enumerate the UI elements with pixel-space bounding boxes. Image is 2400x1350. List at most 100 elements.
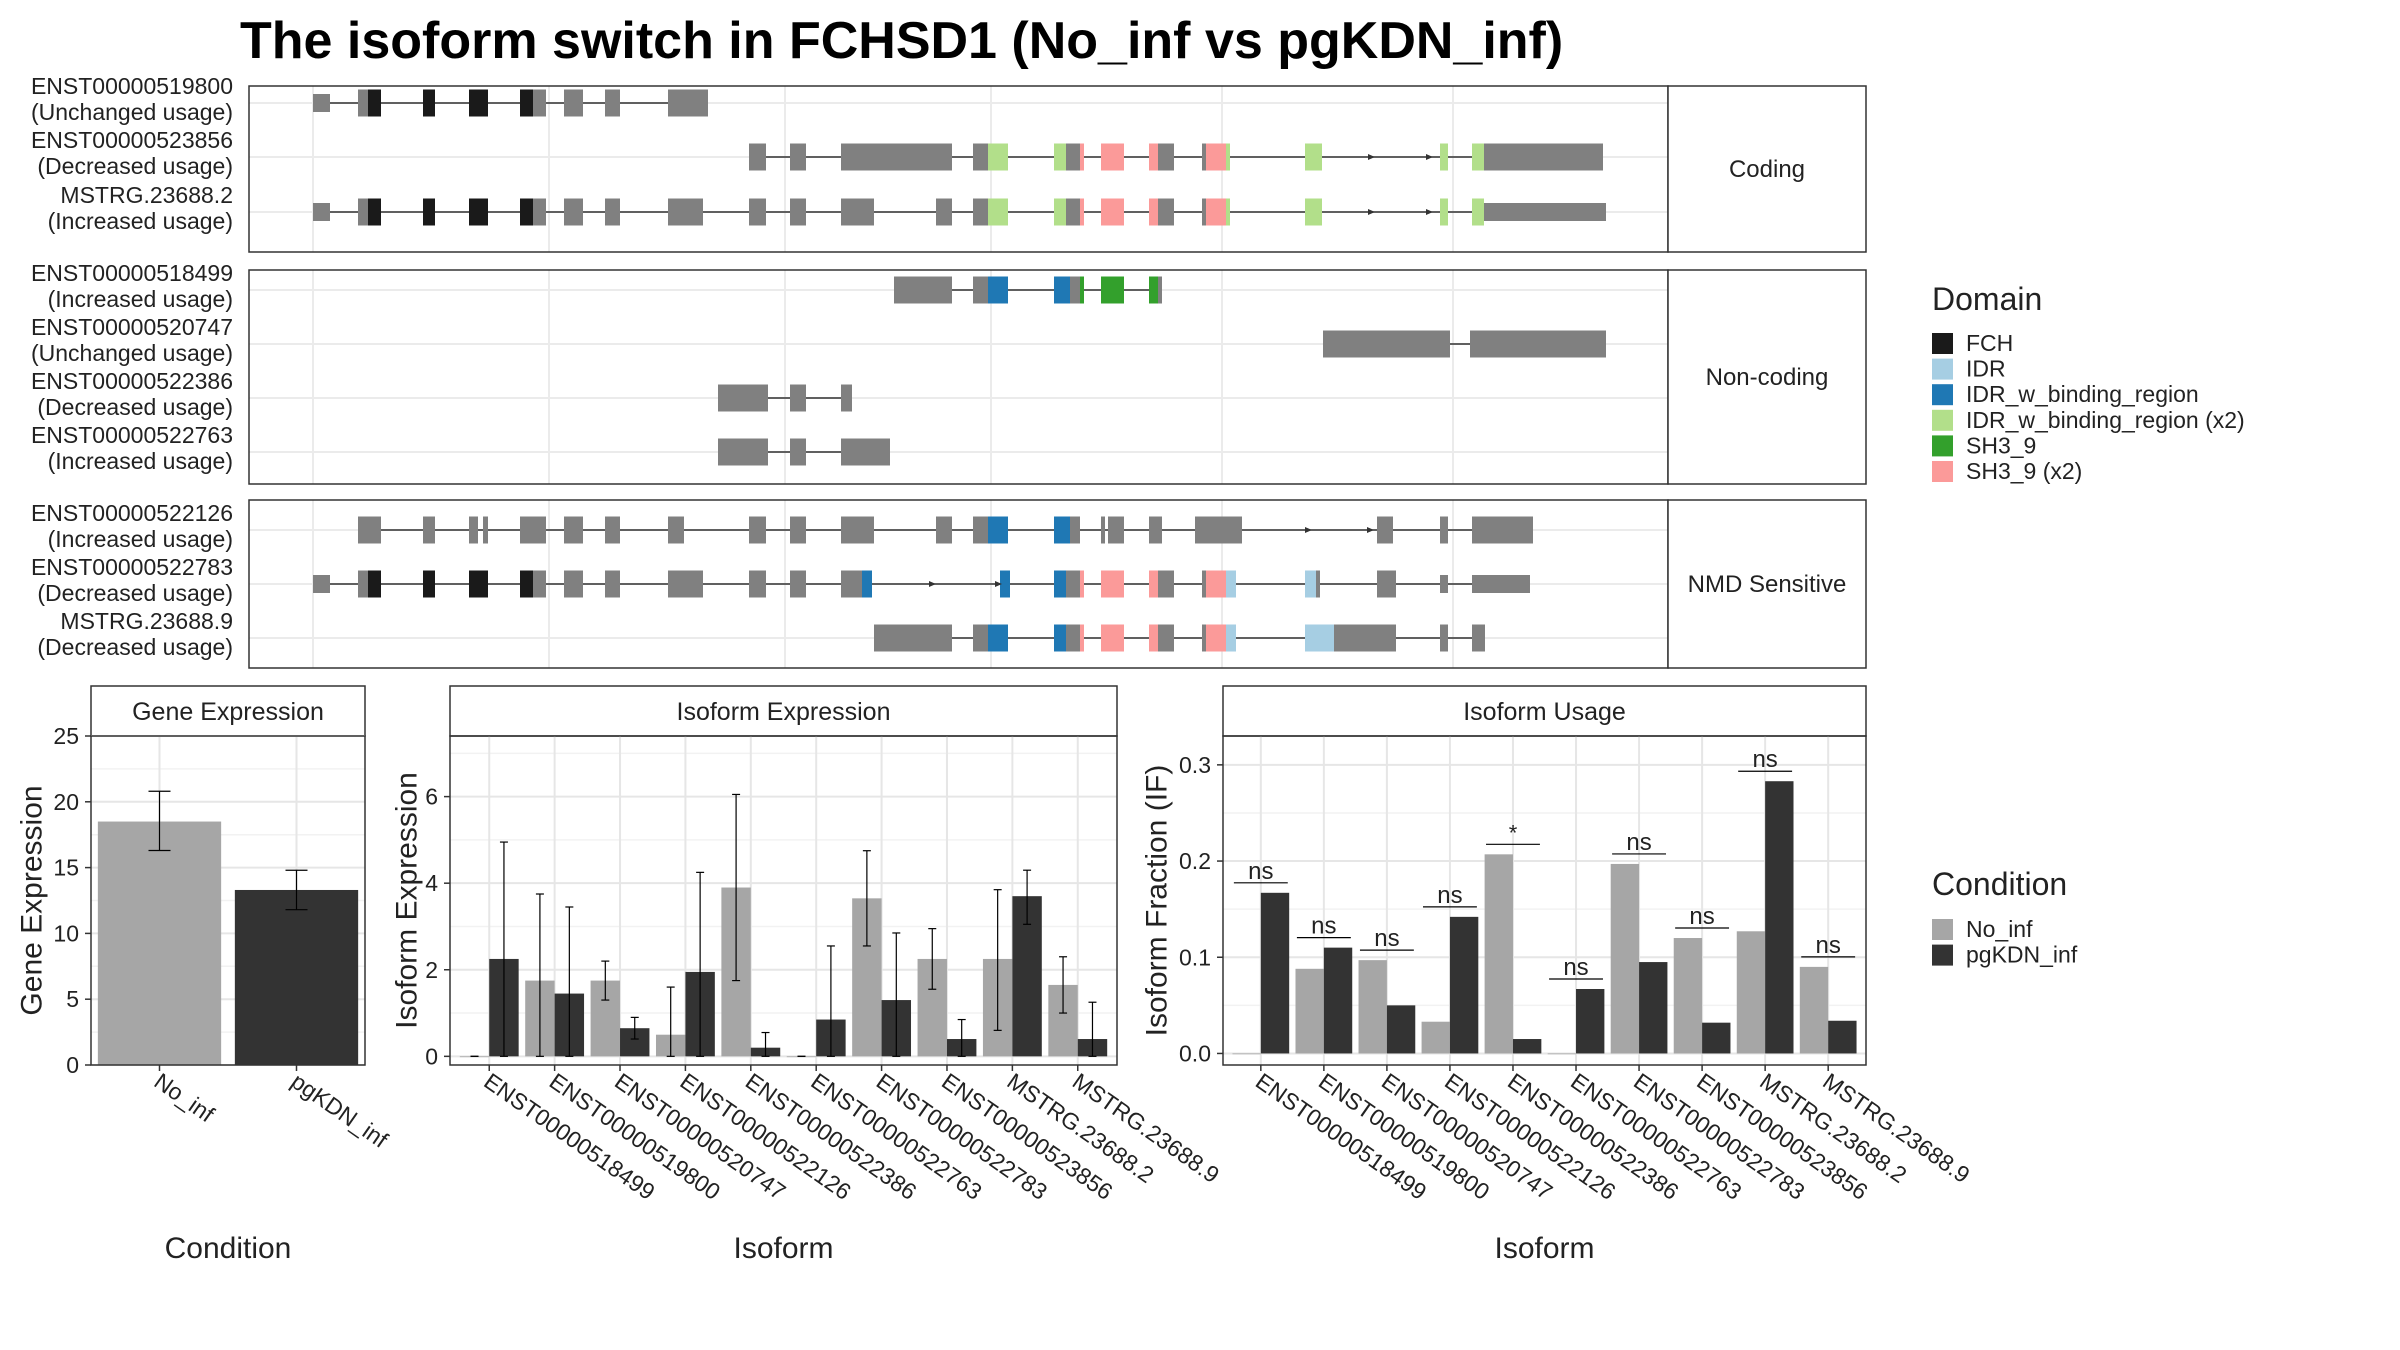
exon-block [1305,570,1316,598]
exon-block [1472,516,1533,544]
exon-block [1080,198,1084,226]
track-label-status: (Decreased usage) [37,580,233,606]
panel-border [449,735,1118,1066]
bar [1232,1053,1261,1055]
exon-block [1066,624,1080,652]
exon-block [605,89,620,117]
exon-block [1202,143,1206,171]
y-tick-label: 10 [53,920,79,946]
bar [1260,892,1290,1054]
legend-swatch [1932,944,1953,966]
exon-block [564,198,583,226]
exon-block [1202,624,1206,652]
exon-block [1202,198,1206,226]
panel-background [249,270,1668,484]
x-axis-title: Condition [165,1232,292,1265]
exon-block [1472,198,1484,226]
domain-legend-label: SH3_9 (x2) [1966,458,2082,484]
exon-block [973,516,988,544]
exon-block [564,89,583,117]
bar [1736,931,1766,1054]
exon-block [605,198,620,226]
track-label-status: (Unchanged usage) [31,99,233,125]
exon-block [1387,570,1396,598]
exon-block [313,203,330,221]
direction-arrow [1368,154,1375,160]
exon-block [790,198,806,226]
exon-block [1206,198,1226,226]
exon-block [1101,516,1105,544]
exon-block [1101,198,1124,226]
exon-block [749,198,766,226]
exon-block [1149,143,1158,171]
exon-block [988,516,1008,544]
x-axis-title: Isoform [733,1232,833,1265]
legend-swatch [1932,435,1953,457]
chart-title: Isoform Expression [677,698,891,726]
exon-block [1054,516,1070,544]
bar [1576,989,1605,1054]
track-label-status: (Unchanged usage) [31,340,233,366]
strip-box [90,685,366,737]
y-axis-title: Isoform Fraction (IF) [1141,765,1174,1037]
track-label-id: MSTRG.23688.2 [60,182,233,208]
y-axis-title: Gene Expression [16,785,49,1015]
domain-legend-title: Domain [1932,281,2042,317]
exon-block [1440,198,1448,226]
exon-block [368,570,381,598]
y-tick-label: 4 [425,870,438,896]
exon-block [1440,516,1448,544]
exon-block [1066,570,1080,598]
domain-legend-label: SH3_9 [1966,432,2036,458]
bar [1610,863,1640,1054]
track-label-status: (Decreased usage) [37,153,233,179]
y-tick-label: 15 [53,855,79,881]
exon-block [1158,570,1174,598]
legend-swatch [1932,384,1953,406]
exon-block [1108,516,1124,544]
exon-block [1158,198,1174,226]
exon-block [936,516,952,544]
legends: Domain FCHIDRIDR_w_binding_regionIDR_w_bi… [1932,281,2245,968]
exon-block [1226,143,1230,171]
structure-panel: ENST00000518499(Increased usage)ENST0000… [31,260,1867,485]
exon-block [1054,624,1066,652]
y-axis-title: Isoform Expression [391,772,424,1029]
structure-panel: ENST00000519800(Unchanged usage)ENST0000… [31,73,1867,253]
exon-block [841,143,920,171]
exon-block [1323,330,1450,358]
exon-block [790,438,806,466]
exon-block [1316,570,1320,598]
track-label-status: (Increased usage) [48,448,233,474]
exon-block [668,198,703,226]
significance-label: ns [1374,925,1399,952]
exon-block [749,516,766,544]
exon-block [1158,624,1174,652]
exon-block [841,198,874,226]
exon-block [790,384,806,412]
track-label-id: ENST00000522126 [31,500,233,526]
exon-block [1000,570,1010,598]
exon-block [1305,198,1322,226]
strip-box [1667,499,1867,669]
y-tick-label: 0.0 [1179,1040,1211,1066]
exon-block [988,143,1008,171]
exon-block [1101,276,1124,304]
exon-block [1054,198,1066,226]
exon-block [1149,624,1158,652]
y-tick-label: 6 [425,784,438,810]
exon-block [920,143,952,171]
bar [1421,1021,1450,1054]
significance-label: * [1509,820,1518,845]
figure-title: The isoform switch in FCHSD1 (No_inf vs … [240,12,1563,70]
legend-swatch [1932,919,1953,940]
direction-arrow [1426,154,1433,160]
bar-chart: Isoform Expression0246ENST00000518499ENS… [391,685,1224,1265]
isoform-structure-plot: ENST00000519800(Unchanged usage)ENST0000… [31,73,1867,669]
exon-block [668,89,703,117]
exon-block [1472,624,1485,652]
bar [1358,960,1387,1054]
exon-block [1101,570,1124,598]
panel-border [1222,735,1867,1066]
